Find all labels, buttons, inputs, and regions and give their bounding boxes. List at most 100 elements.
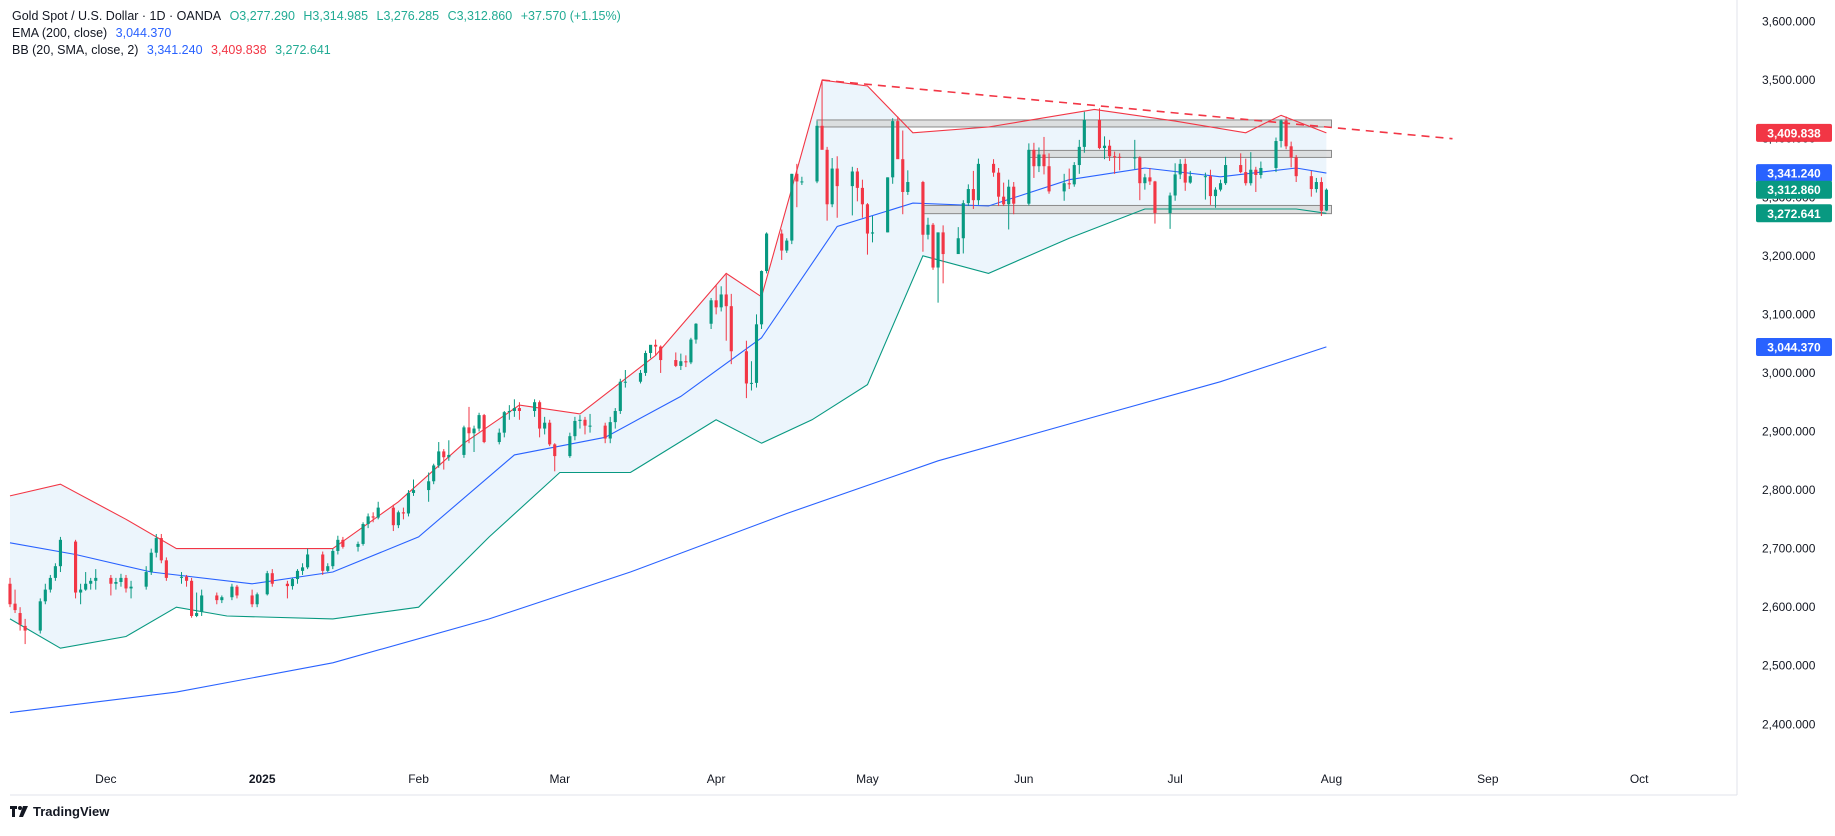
legend-symbol-row[interactable]: Gold Spot / U.S. Dollar · 1D · OANDA O3,… <box>12 8 626 25</box>
symbol-title[interactable]: Gold Spot / U.S. Dollar · 1D · OANDA <box>12 9 222 23</box>
candle[interactable] <box>901 130 905 215</box>
candle[interactable] <box>1153 180 1157 224</box>
candle[interactable] <box>1324 188 1329 212</box>
candle[interactable] <box>507 405 511 420</box>
legend-bb-row[interactable]: BB (20, SMA, close, 2) 3,341.240 3,409.8… <box>12 42 626 59</box>
candle[interactable] <box>684 355 688 368</box>
candle[interactable] <box>780 229 784 260</box>
candle[interactable] <box>896 116 900 160</box>
candle[interactable] <box>79 583 83 605</box>
candle[interactable] <box>53 563 57 581</box>
candle[interactable] <box>195 592 199 618</box>
candle[interactable] <box>532 399 537 417</box>
candle[interactable] <box>1027 143 1031 206</box>
candle[interactable] <box>1133 139 1137 170</box>
candle[interactable] <box>1148 167 1152 185</box>
candle[interactable] <box>472 425 476 452</box>
candle[interactable] <box>966 184 970 207</box>
candle[interactable] <box>870 215 875 243</box>
candle[interactable] <box>603 422 607 444</box>
candle[interactable] <box>164 557 168 581</box>
candle[interactable] <box>285 580 289 599</box>
candle[interactable] <box>891 118 895 184</box>
candle[interactable] <box>744 340 748 399</box>
candle[interactable] <box>1067 168 1071 190</box>
candle[interactable] <box>613 408 617 429</box>
candle[interactable] <box>200 589 204 616</box>
tradingview-brand[interactable]: TradingView <box>10 804 109 819</box>
candle[interactable] <box>1274 137 1278 173</box>
candle[interactable] <box>270 569 274 587</box>
candle[interactable] <box>1183 158 1187 191</box>
legend-ema-row[interactable]: EMA (200, close) 3,044.370 <box>12 25 626 42</box>
candle[interactable] <box>638 370 643 384</box>
candle[interactable] <box>926 217 930 240</box>
candle[interactable] <box>991 159 996 177</box>
candle[interactable] <box>689 337 693 365</box>
candle[interactable] <box>376 501 380 520</box>
candle[interactable] <box>8 577 12 608</box>
candle[interactable] <box>502 410 506 438</box>
candle[interactable] <box>1037 147 1041 173</box>
candle[interactable] <box>512 399 516 417</box>
ema-label[interactable]: EMA (200, close) <box>12 26 108 40</box>
candle[interactable] <box>538 400 542 438</box>
candle[interactable] <box>709 297 713 330</box>
candle[interactable] <box>865 203 870 255</box>
candle[interactable] <box>1249 152 1253 186</box>
candle[interactable] <box>1244 158 1248 186</box>
candle[interactable] <box>371 512 375 523</box>
candle[interactable] <box>543 416 547 435</box>
candlesticks[interactable] <box>8 80 1329 645</box>
candle[interactable] <box>215 592 219 605</box>
candle[interactable] <box>719 286 723 312</box>
candle[interactable] <box>830 158 834 208</box>
candle[interactable] <box>618 378 622 414</box>
candle[interactable] <box>583 416 587 435</box>
candle[interactable] <box>290 577 295 590</box>
candle[interactable] <box>754 314 759 388</box>
candle[interactable] <box>931 223 935 270</box>
candle[interactable] <box>265 570 269 596</box>
candle[interactable] <box>1168 192 1172 229</box>
candle[interactable] <box>1102 136 1107 160</box>
candle[interactable] <box>220 595 224 604</box>
candle[interactable] <box>497 428 501 445</box>
candle[interactable] <box>623 370 627 388</box>
candle[interactable] <box>1294 155 1298 183</box>
candle[interactable] <box>765 232 769 274</box>
candle[interactable] <box>94 569 98 590</box>
candle[interactable] <box>1224 156 1228 185</box>
candle[interactable] <box>401 507 405 520</box>
candle[interactable] <box>114 577 118 590</box>
candle[interactable] <box>1138 156 1142 201</box>
candle[interactable] <box>235 584 239 599</box>
candle[interactable] <box>1082 111 1086 153</box>
candle[interactable] <box>326 563 330 573</box>
candle[interactable] <box>306 548 310 570</box>
candle[interactable] <box>1002 182 1006 207</box>
candle[interactable] <box>608 416 612 444</box>
candle[interactable] <box>649 344 653 359</box>
candle[interactable] <box>1143 173 1147 190</box>
candle[interactable] <box>860 179 864 218</box>
candle[interactable] <box>184 574 189 587</box>
candle[interactable] <box>1319 177 1323 216</box>
candle[interactable] <box>749 361 754 391</box>
candle[interactable] <box>790 173 794 245</box>
candle[interactable] <box>659 345 663 373</box>
candle[interactable] <box>427 472 431 502</box>
candle[interactable] <box>482 413 486 444</box>
candle[interactable] <box>921 180 925 252</box>
candle[interactable] <box>179 572 184 584</box>
candle[interactable] <box>800 176 804 185</box>
candle[interactable] <box>1289 141 1293 168</box>
candle[interactable] <box>971 170 975 209</box>
candle[interactable] <box>1047 153 1051 194</box>
candle[interactable] <box>48 574 52 593</box>
candle[interactable] <box>462 425 466 458</box>
candle[interactable] <box>714 285 718 315</box>
candle[interactable] <box>190 577 194 618</box>
candle[interactable] <box>1072 162 1076 187</box>
